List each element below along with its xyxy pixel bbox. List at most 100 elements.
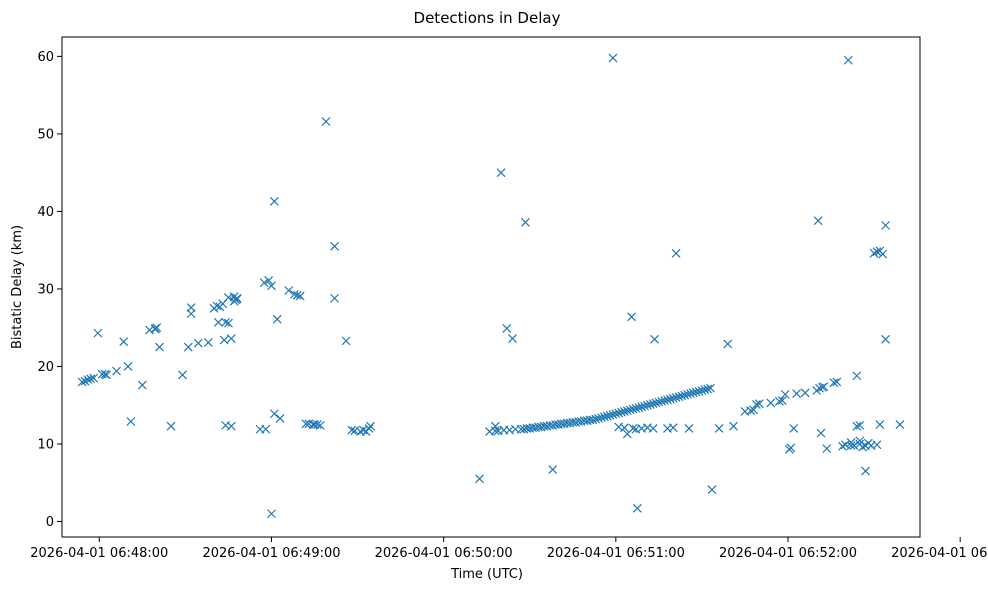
data-point-stroke <box>740 406 750 416</box>
data-point-stroke <box>634 403 644 412</box>
data-point <box>126 417 136 426</box>
data-point-stroke <box>881 220 890 230</box>
data-point-stroke <box>193 338 203 348</box>
data-point <box>691 387 701 397</box>
data-point-stroke <box>554 420 563 430</box>
y-tick-label: 30 <box>37 282 54 297</box>
data-point <box>193 338 203 348</box>
x-axis: 2026-04-01 06:48:00 2026-04-01 06:49:00 20… <box>30 537 988 561</box>
data-point-stroke <box>588 415 598 425</box>
data-point-stroke <box>668 423 678 433</box>
data-point-stroke <box>637 402 647 412</box>
data-point-stroke <box>671 393 681 402</box>
data-point <box>364 424 374 433</box>
data-point-stroke <box>597 413 606 423</box>
data-point <box>358 425 368 435</box>
data-point-stroke <box>628 424 638 433</box>
data-point <box>654 397 664 407</box>
data-point <box>881 334 890 344</box>
data-point-stroke <box>605 410 615 420</box>
data-point-stroke <box>86 374 96 384</box>
data-point <box>521 217 530 227</box>
data-point-stroke <box>259 278 269 288</box>
data-point <box>651 398 661 408</box>
data-point-stroke <box>574 417 583 426</box>
data-point-stroke <box>591 414 601 424</box>
data-point-stroke <box>786 443 796 453</box>
y-tick-label: 40 <box>37 205 54 220</box>
data-point <box>591 414 601 424</box>
data-point-stroke <box>80 376 90 386</box>
data-point-stroke <box>551 420 560 430</box>
x-tick-label: 2026-04-01 06:51:00 <box>547 546 685 561</box>
data-point <box>620 406 629 416</box>
data-point <box>597 413 606 423</box>
data-point <box>723 339 733 349</box>
data-point <box>292 290 302 300</box>
data-point <box>267 509 276 519</box>
data-point <box>786 443 796 453</box>
data-point <box>640 401 649 411</box>
data-point-stroke <box>533 422 543 432</box>
data-point-stroke <box>571 417 581 427</box>
data-point <box>86 374 96 384</box>
y-tick-label: 0 <box>46 515 54 530</box>
data-point-stroke <box>542 421 552 431</box>
data-point <box>657 396 667 406</box>
data-point-stroke <box>123 362 133 371</box>
data-point-stroke <box>792 389 802 399</box>
data-point <box>232 294 242 304</box>
data-point <box>631 403 641 413</box>
data-point-stroke <box>267 281 276 291</box>
data-point <box>366 421 375 431</box>
data-point-stroke <box>548 420 558 430</box>
plot-frame <box>61 36 921 538</box>
data-point <box>608 410 618 419</box>
data-point-stroke <box>611 409 621 419</box>
data-point-stroke <box>112 366 121 376</box>
data-point-stroke <box>525 424 535 433</box>
data-point <box>628 404 638 414</box>
data-point-stroke <box>622 406 632 416</box>
data-point <box>594 413 604 423</box>
data-point-stroke <box>226 334 236 343</box>
data-point-stroke <box>528 423 538 433</box>
data-point <box>677 391 687 401</box>
data-point <box>605 410 615 420</box>
data-point <box>89 373 98 383</box>
data-point-stroke <box>292 290 302 300</box>
data-point-stroke <box>697 386 707 395</box>
data-point <box>648 424 658 433</box>
data-point-stroke <box>878 249 888 259</box>
data-point-stroke <box>665 394 675 404</box>
data-point-stroke <box>97 369 107 379</box>
data-point-stroke <box>582 416 592 426</box>
data-point <box>872 247 882 257</box>
data-point <box>548 465 558 474</box>
data-point <box>668 393 678 403</box>
data-point <box>703 384 713 394</box>
data-point <box>611 409 621 419</box>
y-tick-label: 50 <box>37 127 54 142</box>
data-point <box>822 444 832 454</box>
x-tick-label: 2026-04-01 06:53:00 <box>891 546 988 561</box>
data-point <box>261 424 271 434</box>
data-point <box>620 423 629 433</box>
data-point <box>608 53 618 63</box>
data-point-stroke <box>861 466 870 476</box>
data-point-stroke <box>145 325 154 335</box>
data-point-stroke <box>843 55 853 65</box>
data-point <box>219 335 229 345</box>
data-point <box>849 441 859 450</box>
data-point <box>588 415 598 425</box>
data-point-stroke <box>224 293 233 302</box>
data-point-stroke <box>565 418 575 428</box>
data-point-stroke <box>308 420 318 430</box>
data-point-stroke <box>232 294 242 304</box>
data-point-stroke <box>752 400 761 409</box>
data-point <box>308 420 318 430</box>
data-point <box>269 196 279 206</box>
data-point <box>496 168 506 178</box>
data-point <box>224 318 233 328</box>
